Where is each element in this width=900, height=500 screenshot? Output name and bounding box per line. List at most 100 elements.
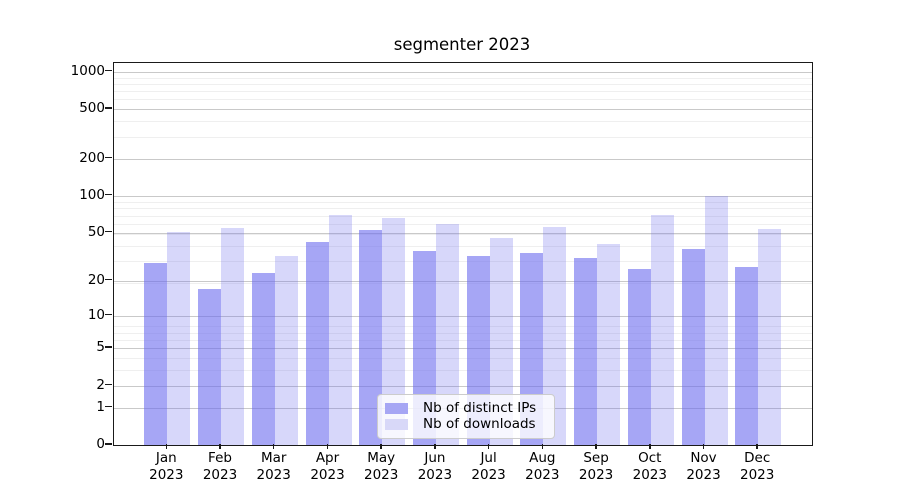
x-tick-mark [219, 444, 221, 449]
y-tick-mark [105, 69, 112, 72]
gridline-minor [114, 233, 812, 235]
y-tick-label-10: 10 [87, 306, 105, 323]
y-tick-label-5: 5 [96, 339, 105, 356]
x-tick-mark [272, 444, 275, 449]
y-tick-mark [105, 107, 112, 109]
x-tick-mark [326, 444, 329, 449]
x-tick-label-jul: Jul 2023 [471, 450, 506, 483]
gridline-minor [114, 339, 812, 341]
chart-title: segmenter 2023 [393, 35, 531, 54]
bar-distinct-ips-feb [198, 288, 221, 445]
x-tick-label-may: May 2023 [364, 450, 399, 483]
x-tick-label-nov: Nov 2023 [686, 450, 721, 483]
gridline-minor [114, 326, 812, 328]
x-tick-label-jan: Jan 2023 [149, 450, 184, 483]
x-tick-mark [487, 444, 490, 449]
bar-downloads-oct [650, 214, 674, 445]
legend-label-distinct-ips: Nb of distinct IPs [423, 400, 537, 416]
bar-distinct-ips-nov [681, 248, 705, 445]
x-tick-label-oct: Oct 2023 [632, 450, 667, 483]
gridline-minor [114, 77, 812, 79]
legend: Nb of distinct IPs Nb of downloads [377, 394, 555, 439]
gridline-minor [114, 370, 812, 372]
bar-downloads-nov [704, 195, 728, 445]
gridline-minor [114, 91, 812, 93]
bar-downloads-dec [758, 228, 782, 445]
y-tick-mark [105, 193, 112, 196]
gridline-major [114, 315, 812, 317]
gridline-major [114, 158, 812, 160]
y-tick-label-2: 2 [96, 376, 105, 393]
x-tick-mark [756, 444, 758, 449]
y-tick-mark [105, 230, 112, 233]
bar-downloads-jan [167, 231, 191, 445]
y-tick-mark [105, 156, 112, 159]
gridline-major [114, 280, 812, 282]
gridline-minor [114, 215, 812, 217]
x-tick-label-feb: Feb 2023 [202, 450, 238, 483]
x-tick-label-sep: Sep 2023 [578, 450, 614, 483]
gridline-minor [114, 283, 812, 285]
x-tick-mark [380, 444, 382, 449]
x-tick-label-dec: Dec 2023 [740, 450, 775, 483]
y-tick-label-500: 500 [79, 100, 105, 117]
x-tick-mark [649, 444, 651, 449]
x-tick-mark [541, 444, 544, 449]
gridline-minor [114, 121, 812, 123]
x-tick-label-aug: Aug 2023 [525, 450, 560, 483]
bar-downloads-mar [274, 256, 298, 445]
gridline-major [114, 109, 812, 111]
gridline-minor [114, 136, 812, 138]
y-tick-mark [105, 346, 112, 348]
y-tick-mark [105, 278, 112, 281]
x-tick-label-jun: Jun 2023 [417, 450, 453, 483]
gridline-minor [114, 332, 812, 334]
bar-distinct-ips-dec [735, 266, 759, 445]
x-tick-mark [702, 444, 705, 449]
y-tick-mark [105, 313, 112, 316]
gridline-minor [114, 223, 812, 225]
bar-distinct-ips-apr [305, 241, 329, 445]
legend-item-downloads: Nb of downloads [385, 416, 546, 432]
x-tick-mark [165, 444, 168, 449]
gridline-minor [114, 208, 812, 210]
bar-distinct-ips-sep [574, 257, 598, 445]
x-tick-label-apr: Apr 2023 [310, 450, 345, 483]
x-tick-mark [595, 444, 597, 449]
bar-downloads-aug [543, 226, 567, 445]
y-tick-label-100: 100 [79, 186, 105, 203]
gridline-minor [114, 99, 812, 101]
bar-downloads-jul [489, 238, 513, 445]
x-tick-mark [434, 444, 436, 449]
gridline-major [114, 385, 812, 387]
bar-distinct-ips-mar [251, 273, 275, 445]
legend-item-distinct-ips: Nb of distinct IPs [385, 400, 546, 416]
gridline-major [114, 348, 812, 350]
plot-area [113, 62, 813, 446]
legend-swatch-downloads [385, 418, 408, 430]
bar-downloads-apr [328, 214, 352, 445]
bar-distinct-ips-jan [144, 263, 168, 445]
gridline-major [114, 232, 812, 234]
bar-downloads-may [382, 217, 406, 445]
y-tick-label-20: 20 [87, 271, 105, 288]
gridline-minor [114, 83, 812, 85]
gridline-minor [114, 358, 812, 359]
gridline-major [114, 195, 812, 197]
bar-distinct-ips-may [359, 229, 383, 445]
gridline-major [114, 71, 812, 73]
y-tick-label-1000: 1000 [70, 62, 105, 79]
gridline-minor [114, 201, 812, 203]
y-tick-mark [105, 383, 112, 386]
y-tick-label-1: 1 [96, 398, 105, 415]
legend-swatch-distinct-ips [385, 402, 408, 414]
bar-downloads-sep [597, 244, 621, 445]
bar-distinct-ips-oct [627, 269, 651, 445]
y-tick-mark [105, 405, 112, 408]
y-tick-mark [105, 443, 112, 445]
x-tick-label-mar: Mar 2023 [256, 450, 291, 483]
y-tick-label-0: 0 [96, 436, 105, 452]
bar-downloads-feb [221, 227, 244, 445]
bar-downloads-jun [435, 223, 459, 445]
gridline-minor [114, 245, 812, 247]
